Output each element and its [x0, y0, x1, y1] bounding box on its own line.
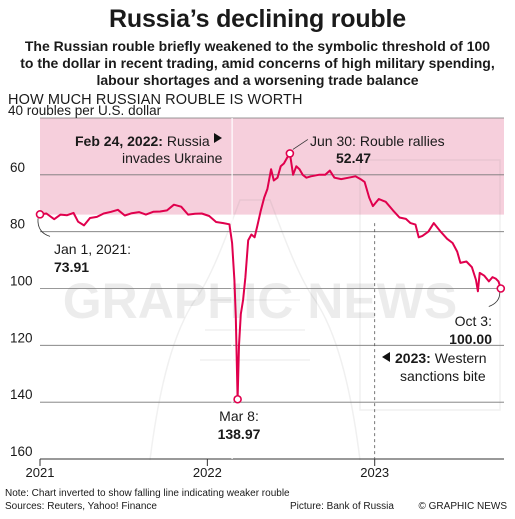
leader-jun — [292, 139, 309, 150]
footnote: Note: Chart inverted to show falling lin… — [5, 488, 290, 499]
annotation-jan-date: Jan 1, 2021: — [54, 241, 131, 257]
event-invasion-arrow — [214, 133, 222, 143]
grid-layer: 40 roubles per U.S. dollar 60 80 100 120 140 1… — [8, 103, 504, 480]
rouble-series-line — [39, 152, 502, 401]
label-layer: Jan 1, 2021: 73.91 Mar 8: 138.97 Jun 30: Rou… — [37, 133, 501, 442]
series-layer — [39, 152, 502, 401]
y-tick-label-140: 140 — [10, 387, 33, 402]
x-tick-label-2023: 2023 — [360, 465, 389, 480]
watermark-text: GRAPHIC NEWS — [63, 273, 457, 329]
annotation-mar-date: Mar 8: — [219, 408, 259, 424]
y-tick-label-160: 160 — [10, 444, 33, 459]
annotation-jun-title-part-0: Jun 30: — [310, 133, 360, 149]
picture-credit: Picture: Bank of Russia — [290, 501, 394, 512]
event-sanctions-label: 2023: Western — [395, 350, 487, 366]
y-tick-label-80: 80 — [10, 217, 25, 232]
leader-oct — [488, 292, 501, 307]
event-sanctions-label-2: sanctions bite — [400, 368, 486, 384]
data-marker-1 — [233, 394, 242, 404]
data-marker-0 — [35, 210, 45, 219]
event-invasion-label-part-1: Russia — [167, 133, 210, 149]
event-invasion-label-2: invades Ukraine — [122, 150, 223, 166]
sources: Sources: Reuters, Yahoo! Finance — [5, 501, 157, 512]
annotation-jun-value: 52.47 — [336, 150, 371, 166]
annotation-jun-title-part-1: Rouble rallies — [360, 133, 445, 149]
annotation-mar-value: 138.97 — [218, 426, 261, 442]
data-marker-3 — [496, 284, 506, 293]
event-invasion-label-part-0: Feb 24, 2022: — [75, 133, 167, 149]
x-tick-label-2022: 2022 — [193, 465, 222, 480]
section-heading: HOW MUCH RUSSIAN ROUBLE IS WORTH — [8, 92, 303, 108]
shaded-band-layer — [40, 118, 504, 215]
annotation-jun-title: Jun 30: Rouble rallies — [310, 133, 445, 149]
event-invasion-label: Feb 24, 2022: Russia — [75, 133, 210, 149]
chart-subtitle: The Russian rouble briefly weakened to t… — [20, 38, 495, 88]
copyright: © GRAPHIC NEWS — [418, 501, 508, 512]
y-tick-label-120: 120 — [10, 330, 33, 345]
x-tick-label-2021: 2021 — [26, 465, 55, 480]
banknote-watermark: GRAPHIC NEWS — [63, 159, 501, 461]
data-marker-2 — [285, 149, 295, 158]
event-sanctions-label-part-0: 2023: — [395, 350, 435, 366]
event-sanctions-arrow — [382, 352, 390, 362]
y-tick-label-60: 60 — [10, 160, 25, 175]
event-sanctions-label-part-1: Western — [435, 350, 487, 366]
shaded-band — [40, 118, 504, 215]
banknote-panel — [359, 159, 501, 411]
leader-jan — [37, 218, 51, 237]
marker-layer — [35, 149, 506, 404]
quadriga-lines — [200, 299, 310, 361]
annotation-jan-value: 73.91 — [54, 259, 89, 275]
annotation-oct-date: Oct 3: — [455, 313, 492, 329]
annotation-oct-value: 100.00 — [449, 331, 492, 347]
y-tick-label-100: 100 — [10, 274, 33, 289]
chart-title: Russia’s declining rouble — [109, 5, 406, 33]
quadriga-outline — [149, 199, 361, 461]
y-tick-label-40: 40 roubles per U.S. dollar — [8, 103, 162, 118]
